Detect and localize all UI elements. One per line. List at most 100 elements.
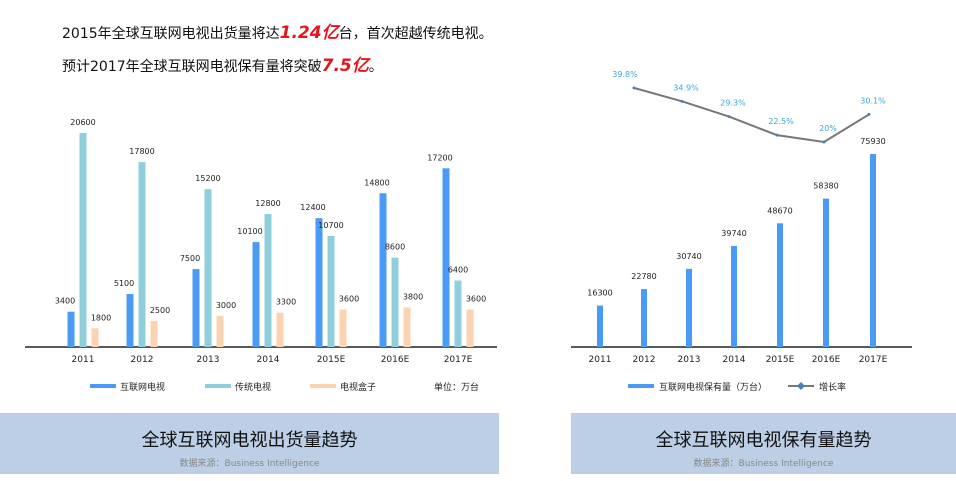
headline-1: 2015年全球互联网电视出货量将达1.24亿台，首次超越传统电视。: [62, 18, 493, 43]
bar-0: [126, 294, 134, 347]
legend-label: 互联网电视: [120, 381, 165, 393]
bar-2: [276, 312, 284, 347]
bar-2: [216, 315, 224, 347]
growth-label: 29.3%: [720, 99, 746, 108]
bar: [777, 223, 783, 347]
x-tick-label: 2016E: [381, 355, 410, 365]
bar-0: [192, 269, 200, 347]
data-label: 6400: [448, 266, 468, 275]
data-label: 58380: [813, 182, 838, 191]
right-chart-banner: 全球互联网电视保有量趋势 数据来源：Business Intelligence: [571, 413, 956, 474]
growth-label: 34.9%: [673, 83, 699, 92]
x-tick-label: 2015E: [766, 355, 795, 365]
data-label: 8600: [385, 243, 405, 252]
data-label: 30740: [676, 252, 701, 261]
growth-label: 39.8%: [612, 70, 638, 79]
bar-2: [91, 328, 99, 347]
growth-label: 30.1%: [860, 96, 886, 105]
data-label: 22780: [631, 272, 656, 281]
unit-label: 单位：万台: [434, 381, 479, 393]
bar-2: [466, 309, 474, 347]
bar: [823, 198, 829, 347]
headline-2: 预计2017年全球互联网电视保有量将突破7.5亿。: [62, 51, 383, 76]
x-tick-label: 2012: [633, 355, 656, 365]
data-label: 75930: [860, 137, 885, 146]
highlight-value: 1.24亿: [279, 23, 339, 43]
bar-2: [339, 309, 347, 347]
headline-text: 台，首次超越传统电视。: [338, 26, 493, 42]
chart-title: 全球互联网电视出货量趋势: [141, 430, 358, 451]
bar-0: [379, 193, 387, 347]
data-label: 17800: [129, 147, 154, 156]
legend-swatch: [90, 384, 116, 388]
left-chart-banner: 全球互联网电视出货量趋势 数据来源：Business Intelligence: [0, 413, 499, 474]
data-label: 48670: [767, 206, 792, 215]
growth-point: [632, 86, 636, 90]
bar: [731, 245, 737, 347]
data-label: 3600: [466, 295, 486, 304]
bar-1: [454, 280, 462, 347]
data-label: 17200: [427, 153, 452, 162]
data-label: 7500: [180, 254, 200, 263]
x-tick-label: 2017E: [859, 355, 888, 365]
data-label: 16300: [587, 289, 612, 298]
bar: [597, 305, 603, 347]
legend-label: 增长率: [819, 381, 846, 393]
x-tick-label: 2011: [72, 355, 95, 365]
highlight-value: 7.5亿: [321, 56, 369, 76]
growth-point: [727, 115, 731, 119]
bar-0: [252, 242, 260, 347]
chart-source: 数据来源：Business Intelligence: [693, 459, 834, 469]
data-label: 3600: [339, 295, 359, 304]
headline-text: 。: [368, 59, 383, 75]
chart-source: 数据来源：Business Intelligence: [179, 459, 320, 469]
data-label: 10100: [237, 227, 262, 236]
x-tick-label: 2014: [257, 355, 280, 365]
bar-0: [67, 311, 75, 347]
growth-point: [867, 112, 871, 116]
headline-text: 预计2017年全球互联网电视保有量将突破: [62, 59, 322, 75]
x-tick-label: 2017E: [444, 355, 473, 365]
bar-1: [204, 189, 212, 347]
headline-text: 2015年全球互联网电视出货量将达: [62, 26, 280, 42]
data-label: 15200: [195, 174, 220, 183]
x-tick-label: 2015E: [317, 355, 346, 365]
bar-1: [79, 133, 87, 347]
bar-0: [442, 168, 450, 347]
bar-0: [315, 218, 323, 347]
x-tick-label: 2013: [678, 355, 701, 365]
data-label: 12800: [255, 199, 280, 208]
growth-line: [633, 86, 870, 144]
legend-label: 传统电视: [235, 381, 271, 393]
data-label: 3300: [276, 298, 296, 307]
bar-1: [264, 214, 272, 347]
x-tick-label: 2016E: [812, 355, 841, 365]
bar-2: [150, 321, 158, 347]
legend-label: 电视盒子: [340, 381, 376, 393]
data-label: 39740: [721, 229, 746, 238]
x-tick-label: 2013: [197, 355, 220, 365]
data-label: 12400: [300, 203, 325, 212]
bar-1: [391, 257, 399, 347]
data-label: 3800: [403, 293, 423, 302]
legend-swatch: [310, 384, 336, 388]
legend-swatch: [205, 384, 231, 388]
bar-2: [403, 307, 411, 347]
bar: [870, 154, 876, 347]
x-tick-label: 2011: [589, 355, 612, 365]
data-label: 5100: [114, 279, 134, 288]
data-label: 1800: [91, 313, 111, 322]
growth-label: 22.5%: [768, 117, 794, 126]
data-label: 14800: [364, 178, 389, 187]
growth-point: [775, 133, 779, 137]
data-label: 3000: [216, 301, 236, 310]
bar-1: [138, 162, 146, 347]
data-label: 10700: [318, 221, 343, 230]
legend-swatch: [628, 384, 654, 388]
bar: [686, 268, 692, 347]
bar: [641, 289, 647, 347]
data-label: 3400: [55, 297, 75, 306]
legend-label: 互联网电视保有量（万台）: [659, 381, 767, 393]
growth-point: [822, 140, 826, 144]
